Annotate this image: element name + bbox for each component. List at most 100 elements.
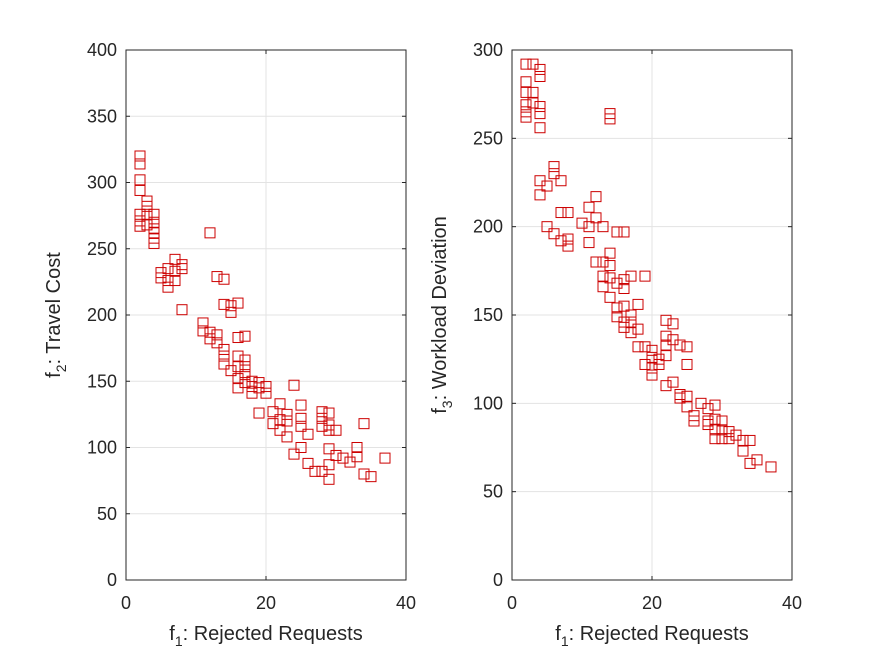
data-point xyxy=(688,415,700,427)
data-point xyxy=(520,99,532,111)
data-point xyxy=(197,317,209,329)
data-point xyxy=(667,376,679,388)
data-point xyxy=(520,76,532,88)
data-point xyxy=(162,281,174,293)
data-point xyxy=(639,341,651,353)
data-point xyxy=(555,175,567,187)
data-point xyxy=(632,298,644,310)
data-point xyxy=(723,433,735,445)
data-point xyxy=(681,358,693,370)
data-point xyxy=(309,465,321,477)
data-point xyxy=(260,387,272,399)
data-point xyxy=(534,189,546,201)
data-point xyxy=(295,399,307,411)
x-axis-label-main: f xyxy=(169,623,175,645)
data-point xyxy=(562,207,574,219)
data-point xyxy=(646,362,658,374)
y-axis-label: f2: Travel Cost xyxy=(43,252,69,378)
data-point xyxy=(604,247,616,259)
data-point xyxy=(611,226,623,238)
data-point xyxy=(744,457,756,469)
data-point xyxy=(295,412,307,424)
data-point xyxy=(660,350,672,362)
data-point xyxy=(541,221,553,233)
x-tick-label: 0 xyxy=(507,593,517,613)
data-point xyxy=(323,424,335,436)
data-point xyxy=(239,361,251,373)
y-axis-label-rest: : Workload Deviation xyxy=(429,216,451,400)
data-point xyxy=(267,406,279,418)
y-tick-label: 150 xyxy=(87,371,117,391)
y-tick-label: 350 xyxy=(87,106,117,126)
data-point xyxy=(639,358,651,370)
data-point xyxy=(330,449,342,461)
data-point xyxy=(281,408,293,420)
data-point xyxy=(744,434,756,446)
data-point xyxy=(611,302,623,314)
data-point xyxy=(316,420,328,432)
data-point xyxy=(232,361,244,373)
data-point xyxy=(302,457,314,469)
x-axis-label-sub: 1 xyxy=(561,633,569,649)
data-point xyxy=(576,217,588,229)
data-point xyxy=(660,330,672,342)
data-point xyxy=(534,71,546,82)
data-point xyxy=(365,471,377,483)
y-tick-label: 150 xyxy=(473,305,503,325)
y-axis-label-main: f xyxy=(43,372,65,378)
data-point xyxy=(520,111,532,123)
data-point xyxy=(162,263,174,275)
data-point xyxy=(176,263,188,275)
y-tick-label: 300 xyxy=(87,173,117,193)
data-point xyxy=(232,332,244,344)
y-axis-label-sub: 2 xyxy=(53,364,69,372)
data-point xyxy=(358,418,370,430)
data-point xyxy=(232,297,244,309)
y-axis-label-sub: 3 xyxy=(439,400,455,408)
data-point xyxy=(218,298,230,310)
data-point xyxy=(134,184,146,196)
data-point xyxy=(204,227,216,239)
data-point xyxy=(632,341,644,353)
data-point xyxy=(302,428,314,440)
data-point xyxy=(534,122,546,134)
y-axis-label: f3: Workload Deviation xyxy=(429,216,455,414)
data-point xyxy=(232,373,244,385)
data-point xyxy=(646,369,658,381)
data-point xyxy=(232,350,244,362)
data-point xyxy=(541,180,553,192)
data-point xyxy=(681,401,693,413)
data-point xyxy=(281,431,293,443)
data-point xyxy=(583,221,595,233)
data-point xyxy=(625,327,637,339)
data-point xyxy=(604,113,616,125)
x-axis-label-rest: : Rejected Requests xyxy=(569,623,749,645)
x-tick-label: 40 xyxy=(782,593,802,613)
data-point xyxy=(625,316,637,328)
data-point xyxy=(295,442,307,453)
data-point xyxy=(716,424,728,436)
x-axis-label: f1: Rejected Requests xyxy=(169,623,362,649)
data-point xyxy=(323,473,335,485)
data-point xyxy=(597,221,609,233)
data-point xyxy=(148,223,160,235)
data-point xyxy=(141,200,153,212)
data-point xyxy=(716,433,728,445)
data-point xyxy=(218,343,230,355)
data-point xyxy=(337,452,349,464)
data-point xyxy=(176,304,188,316)
data-point xyxy=(134,158,146,170)
data-point xyxy=(520,58,532,70)
y-tick-label: 300 xyxy=(473,40,503,60)
data-point xyxy=(225,300,237,312)
data-point xyxy=(520,86,532,98)
data-point xyxy=(239,330,251,342)
y-tick-label: 100 xyxy=(473,393,503,413)
data-point xyxy=(527,97,539,109)
data-point xyxy=(590,212,602,224)
data-point xyxy=(737,445,749,457)
y-tick-label: 0 xyxy=(107,570,117,590)
